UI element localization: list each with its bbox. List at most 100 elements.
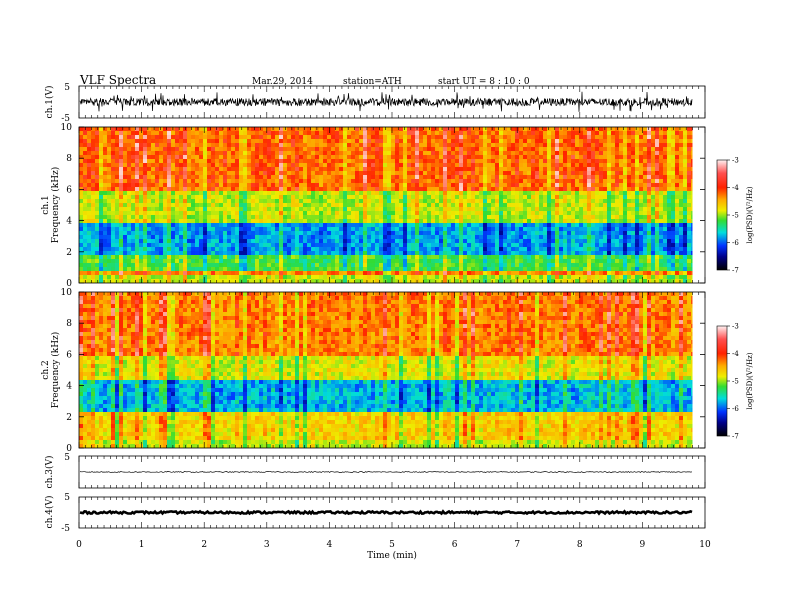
spectrogram-cell (323, 247, 327, 251)
spectrogram-cell (147, 199, 151, 203)
spectrogram-cell (471, 203, 475, 207)
spectrogram-cell (271, 207, 275, 211)
spectrogram-cell (555, 163, 559, 167)
spectrogram-cell (127, 231, 131, 235)
spectrogram-cell (631, 135, 635, 139)
spectrogram-cell (539, 187, 543, 191)
spectrogram-cell (159, 195, 163, 199)
spectrogram-cell (111, 147, 115, 151)
spectrogram-cell (475, 187, 479, 191)
spectrogram-cell (127, 211, 131, 215)
spectrogram-cell (491, 247, 495, 251)
spectrogram-cell (147, 135, 151, 139)
spectrogram-cell (535, 195, 539, 199)
spectrogram-cell (679, 139, 683, 143)
spectrogram-cell (111, 183, 115, 187)
spectrogram-cell (367, 167, 371, 171)
spectrogram-cell (175, 247, 179, 251)
spectrogram-cell (583, 247, 587, 251)
spectrogram-cell (415, 147, 419, 151)
spectrogram-cell (479, 203, 483, 207)
spectrogram-cell (87, 211, 91, 215)
spectrogram-cell (599, 195, 603, 199)
spectrogram-cell (499, 195, 503, 199)
spectrogram-cell (331, 223, 335, 227)
spectrogram-cell (299, 127, 303, 131)
spectrogram-cell (439, 195, 443, 199)
spectrogram-cell (463, 243, 467, 247)
spectrogram-cell (351, 223, 355, 227)
spectrogram-cell (591, 219, 595, 223)
spectrogram-cell (683, 139, 687, 143)
spectrogram-cell (227, 231, 231, 235)
spectrogram-cell (499, 215, 503, 219)
spectrogram-cell (559, 243, 563, 247)
spectrogram-cell (447, 159, 451, 163)
spectrogram-cell (131, 167, 135, 171)
spectrogram-cell (347, 251, 351, 255)
spectrogram-cell (223, 195, 227, 199)
spectrogram-cell (675, 251, 679, 255)
spectrogram-cell (311, 143, 315, 147)
spectrogram-cell (219, 167, 223, 171)
spectrogram-cell (631, 211, 635, 215)
spectrogram-cell (363, 147, 367, 151)
spectrogram-cell (535, 155, 539, 159)
spectrogram-cell (279, 231, 283, 235)
spectrogram-cell (99, 211, 103, 215)
spectrogram-cell (363, 143, 367, 147)
spectrogram-cell (111, 135, 115, 139)
spectrogram-cell (503, 167, 507, 171)
spectrogram-cell (399, 203, 403, 207)
spectrogram-cell (179, 227, 183, 231)
spectrogram-cell (451, 131, 455, 135)
spectrogram-cell (659, 203, 663, 207)
spectrogram-cell (471, 143, 475, 147)
spectrogram-cell (423, 151, 427, 155)
spectrogram-cell (115, 175, 119, 179)
spectrogram-cell (563, 211, 567, 215)
spectrogram-cell (227, 199, 231, 203)
spectrogram-cell (507, 139, 511, 143)
spectrogram-cell (263, 127, 267, 131)
spectrogram-cell (419, 215, 423, 219)
spectrogram-cell (455, 155, 459, 159)
spectrogram-cell (159, 179, 163, 183)
spectrogram-cell (151, 239, 155, 243)
spectrogram-cell (103, 155, 107, 159)
spectrogram-cell (367, 175, 371, 179)
spectrogram-cell (259, 231, 263, 235)
spectrogram-cell (163, 171, 167, 175)
spectrogram-cell (227, 171, 231, 175)
spectrogram-cell (127, 187, 131, 191)
spectrogram-cell (79, 175, 83, 179)
spectrogram-cell (527, 235, 531, 239)
spectrogram-cell (643, 251, 647, 255)
spectrogram-cell (383, 179, 387, 183)
spectrogram-cell (91, 195, 95, 199)
spectrogram-cell (263, 235, 267, 239)
spectrogram-cell (271, 199, 275, 203)
spectrogram-cell (511, 195, 515, 199)
spectrogram-cell (171, 143, 175, 147)
spectrogram-cell (431, 135, 435, 139)
spectrogram-cell (179, 247, 183, 251)
spectrogram-cell (423, 247, 427, 251)
spectrogram-cell (243, 179, 247, 183)
spectrogram-cell (355, 207, 359, 211)
spectrogram-cell (339, 127, 343, 131)
spectrogram-cell (623, 171, 627, 175)
spectrogram-cell (483, 243, 487, 247)
spectrogram-cell (503, 251, 507, 255)
spectrogram-cell (591, 127, 595, 131)
spectrogram-cell (487, 151, 491, 155)
spectrogram-cell (279, 159, 283, 163)
spectrogram-cell (87, 247, 91, 251)
spectrogram-cell (339, 147, 343, 151)
spectrogram-cell (139, 255, 143, 259)
spectrogram-cell (535, 131, 539, 135)
spectrogram-cell (211, 179, 215, 183)
spectrogram-cell (255, 171, 259, 175)
spectrogram-cell (371, 135, 375, 139)
spectrogram-cell (159, 139, 163, 143)
